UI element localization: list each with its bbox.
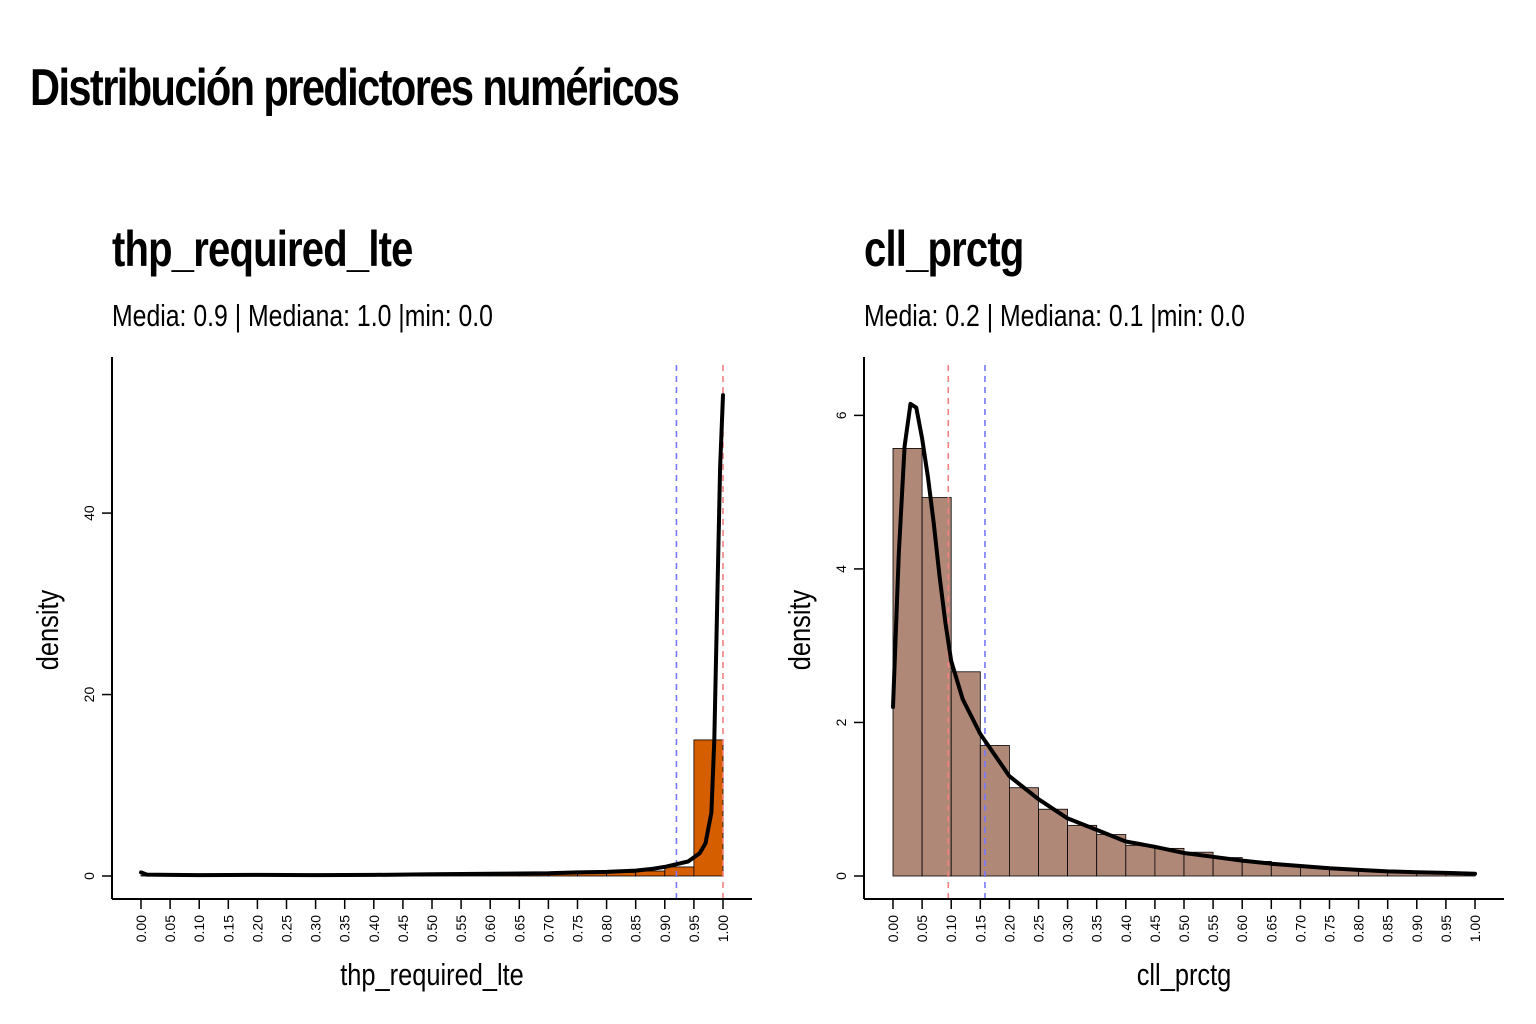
histogram-bar — [1067, 824, 1098, 877]
x-tick-label: 0.55 — [453, 915, 469, 942]
x-tick-label: 1.00 — [715, 915, 731, 942]
density-curve — [891, 401, 1477, 876]
histogram-bar — [1125, 844, 1156, 877]
x-tick-label: 0.50 — [1176, 915, 1192, 942]
x-tick-label: 0.20 — [1001, 915, 1017, 942]
x-axis-label: thp_required_lte — [340, 958, 524, 993]
panel-title-left: thp_required_lte — [112, 221, 413, 277]
y-tick-label: 6 — [833, 411, 849, 419]
x-tick-label: 0.65 — [1263, 915, 1279, 942]
figure-title: Distribución predictores numéricos — [30, 59, 680, 117]
x-tick-label: 0.60 — [482, 915, 498, 942]
x-tick-label: 0.90 — [1409, 915, 1425, 942]
x-tick-label: 0.30 — [1060, 915, 1076, 942]
histogram-bar — [1009, 787, 1039, 877]
panel-subtitle-right: Media: 0.2 | Mediana: 0.1 |min: 0.0 — [864, 298, 1245, 333]
y-axis-label: density — [783, 589, 818, 670]
y-tick-label: 40 — [81, 505, 97, 521]
x-tick-label: 0.80 — [1351, 915, 1367, 942]
x-tick-label: 0.80 — [599, 915, 615, 942]
y-tick-label: 20 — [81, 687, 97, 703]
x-tick-label: 0.15 — [220, 915, 236, 942]
x-tick-label: 0.70 — [540, 915, 556, 942]
x-tick-label: 0.70 — [1292, 915, 1308, 942]
panel-subtitle-left: Media: 0.9 | Mediana: 1.0 |min: 0.0 — [112, 298, 493, 333]
x-tick-label: 0.25 — [1031, 915, 1047, 942]
x-tick-label: 0.15 — [972, 915, 988, 942]
x-tick-label: 0.95 — [1438, 915, 1454, 942]
y-tick-label: 4 — [833, 565, 849, 573]
x-tick-label: 0.75 — [1322, 915, 1338, 942]
x-tick-label: 0.40 — [366, 915, 382, 942]
histogram-bar — [1038, 808, 1069, 877]
x-axis-label: cll_prctg — [1137, 958, 1232, 993]
x-tick-label: 0.05 — [914, 915, 930, 942]
x-tick-label: 0.10 — [191, 915, 207, 942]
x-tick-label: 0.25 — [279, 915, 295, 942]
x-tick-label: 0.10 — [943, 915, 959, 942]
x-tick-label: 1.00 — [1467, 915, 1483, 942]
x-tick-label: 0.75 — [570, 915, 586, 942]
x-tick-label: 0.95 — [686, 915, 702, 942]
x-tick-label: 0.20 — [249, 915, 265, 942]
density-curve — [139, 393, 725, 878]
y-axis-label: density — [31, 589, 66, 670]
x-tick-label: 0.90 — [657, 915, 673, 942]
x-tick-label: 0.55 — [1205, 915, 1221, 942]
y-tick-label: 2 — [833, 718, 849, 726]
x-tick-label: 0.60 — [1234, 915, 1250, 942]
x-tick-label: 0.45 — [1147, 915, 1163, 942]
x-tick-label: 0.35 — [1089, 915, 1105, 942]
panel-title-right: cll_prctg — [864, 221, 1024, 277]
histogram-bar — [892, 447, 923, 877]
x-tick-label: 0.40 — [1118, 915, 1134, 942]
bars-right — [892, 447, 1476, 877]
x-tick-label: 0.00 — [133, 915, 149, 942]
x-tick-label: 0.00 — [885, 915, 901, 942]
x-tick-label: 0.35 — [337, 915, 353, 942]
x-tick-label: 0.30 — [308, 915, 324, 942]
x-tick-label: 0.65 — [511, 915, 527, 942]
x-tick-label: 0.05 — [162, 915, 178, 942]
y-tick-label: 0 — [833, 872, 849, 880]
y-tick-label: 0 — [81, 872, 97, 880]
x-tick-label: 0.85 — [1380, 915, 1396, 942]
x-tick-label: 0.45 — [395, 915, 411, 942]
x-tick-label: 0.85 — [628, 915, 644, 942]
x-tick-label: 0.50 — [424, 915, 440, 942]
